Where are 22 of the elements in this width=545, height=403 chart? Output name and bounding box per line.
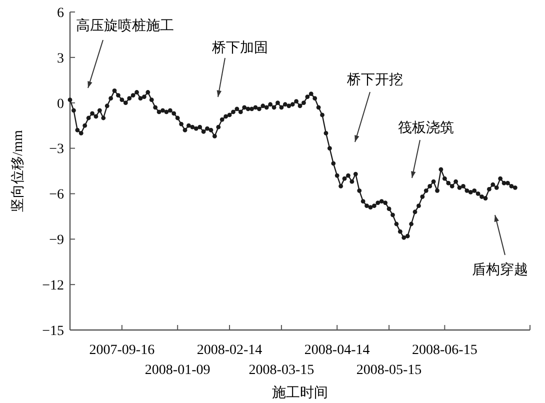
annotation: 高压旋喷桩施工 [76, 18, 174, 34]
x-tick-label: 2008-01-09 [144, 363, 210, 378]
annotation: 筏板浇筑 [398, 120, 454, 136]
annotation: 盾构穿越 [472, 262, 528, 278]
y-tick-label: −12 [42, 278, 64, 294]
x-tick-label: 2008-05-15 [356, 363, 422, 378]
y-tick-label: −3 [49, 142, 64, 158]
x-tick-label: 2008-06-15 [412, 343, 478, 358]
y-tick-label: 6 [57, 6, 64, 21]
y-tick-label: −15 [42, 324, 64, 339]
y-axis-title: 竖向位移/mm [10, 130, 26, 212]
annotation: 桥下加固 [211, 40, 268, 56]
y-tick-label: −6 [49, 188, 64, 203]
annotation: 桥下开挖 [346, 72, 403, 88]
y-tick-label: 0 [57, 96, 64, 112]
x-axis-title: 施工时间 [272, 385, 328, 401]
y-tick-label: 3 [57, 51, 64, 66]
x-tick-label: 2008-04-14 [304, 343, 370, 358]
y-tick-label: −9 [49, 233, 64, 248]
x-tick-label: 2007-09-16 [89, 343, 155, 358]
x-tick-label: 2008-02-14 [196, 343, 262, 358]
x-tick-label: 2008-03-15 [248, 363, 314, 378]
